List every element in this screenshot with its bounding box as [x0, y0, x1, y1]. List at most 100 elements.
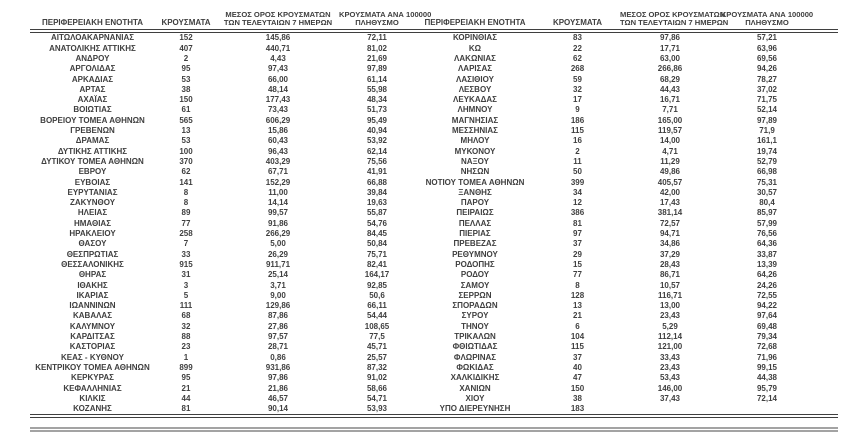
- region-cell: ΞΑΝΘΗΣ: [458, 187, 492, 197]
- cases-cell: 61: [181, 105, 191, 115]
- avg-7day-cell: 97,86: [267, 373, 289, 383]
- per-100k-cell: 97,89: [366, 64, 388, 74]
- per-100k-cell: 99,15: [756, 362, 778, 372]
- table-row: ΚΟΖΑΝΗΣ 81 90,14 53,93 ΥΠΟ ΔΙΕΡΕΥΝΗΣΗ 183: [30, 404, 838, 417]
- per-100k-cell: 97,64: [756, 311, 778, 321]
- avg-7day-cell: 23,43: [659, 362, 681, 372]
- region-cell: ΡΟΔΟΥ: [460, 270, 490, 280]
- cases-cell: 915: [179, 259, 193, 269]
- region-cell: ΚΟΖΑΝΗΣ: [73, 404, 112, 414]
- region-cell: ΚΑΡΔΙΤΣΑΣ: [70, 332, 115, 342]
- cases-cell: 40: [573, 362, 582, 372]
- avg-7day-cell: 17,43: [659, 198, 681, 208]
- table-row: ΑΝΔΡΟΥ 2 4,43 21,69 ΛΑΚΩΝΙΑΣ 62 63,00 69,56: [30, 54, 838, 64]
- bottom-rule: [30, 427, 838, 433]
- region-cell: ΣΑΜΟΥ: [460, 280, 490, 290]
- table-row: ΒΟΙΩΤΙΑΣ 61 73,43 51,73 ΛΗΜΝΟΥ 9 7,71 52,14: [30, 105, 838, 115]
- region-cell: ΑΡΤΑΣ: [79, 84, 106, 94]
- cases-cell: 62: [181, 167, 191, 177]
- region-cell: ΛΑΣΙΘΙΟΥ: [456, 74, 494, 84]
- avg-7day-cell: 11,00: [268, 187, 288, 197]
- cases-cell: 59: [573, 74, 582, 84]
- table-row: ΑΡΓΟΛΙΔΑΣ 95 97,43 97,89 ΛΑΡΙΣΑΣ 268 266,86 94,…: [30, 64, 838, 74]
- cases-cell: 62: [573, 54, 582, 63]
- avg-7day-cell: 90,14: [267, 404, 289, 414]
- per-100k-cell: 94,22: [756, 301, 778, 311]
- avg-7day-cell: 129,86: [265, 301, 291, 311]
- per-100k-cell: 71,75: [756, 95, 778, 105]
- per-100k-cell: 81,02: [366, 43, 388, 53]
- cases-cell: 68: [181, 311, 191, 321]
- avg-7day-cell: 73,43: [267, 105, 289, 115]
- cases-cell: 21: [181, 383, 191, 393]
- cases-cell: 97: [573, 229, 582, 239]
- avg-7day-cell: 99,57: [267, 208, 289, 218]
- cases-cell: 38: [573, 393, 582, 403]
- per-100k-cell: 44,38: [756, 373, 778, 383]
- table-row: ΑΧΑΪΑΣ 150 177,43 48,34 ΛΕΥΚΑΔΑΣ 17 16,71 71,75: [30, 95, 838, 105]
- table-row: ΑΝΑΤΟΛΙΚΗΣ ΑΤΤΙΚΗΣ 407 440,71 81,02 ΚΩ 22 17,7…: [30, 44, 838, 54]
- table-row: ΑΡΚΑΔΙΑΣ 53 66,00 61,14 ΛΑΣΙΘΙΟΥ 59 68,29 78,27: [30, 75, 838, 85]
- cases-cell: 38: [181, 84, 191, 94]
- region-cell: ΣΥΡΟΥ: [461, 311, 489, 321]
- table-row: ΓΡΕΒΕΝΩΝ 13 15,86 40,94 ΜΕΣΣΗΝΙΑΣ 115 119,57 71…: [30, 126, 838, 136]
- region-cell: ΛΕΥΚΑΔΑΣ: [453, 95, 497, 105]
- per-100k-cell: 161,1: [756, 136, 778, 146]
- table-row: ΕΥΡΥΤΑΝΙΑΣ 8 11,00 39,84 ΞΑΝΘΗΣ 34 42,00 30,57: [30, 188, 838, 198]
- region-cell: ΚΑΒΑΛΑΣ: [72, 311, 113, 321]
- column-header-per100k-line1: ΚΡΟΥΣΜΑΤΑ ΑΝΑ 100000: [720, 10, 814, 19]
- region-cell: ΕΥΒΟΙΑΣ: [74, 177, 111, 187]
- table-row: ΚΑΛΥΜΝΟΥ 32 27,86 108,65 ΤΗΝΟΥ 6 5,29 69,48: [30, 322, 838, 332]
- region-cell: ΠΕΙΡΑΙΩΣ: [456, 208, 494, 218]
- avg-7day-cell: 14,14: [267, 198, 289, 208]
- region-cell: ΧΙΟΥ: [465, 393, 485, 403]
- cases-cell: 34: [573, 187, 582, 197]
- column-header-per100k-right: ΚΡΟΥΣΜΑΤΑ ΑΝΑ 100000 ΠΛΗΘΥΣΜΟ: [720, 10, 838, 31]
- table-row: ΔΥΤΙΚΟΥ ΤΟΜΕΑ ΑΘΗΝΩΝ 370 403,29 75,56 ΝΑΞΟΥ 1…: [30, 157, 838, 167]
- region-cell: ΗΡΑΚΛΕΙΟΥ: [69, 229, 116, 239]
- table-row: ΚΕΡΚΥΡΑΣ 95 97,86 91,02 ΧΑΛΚΙΔΙΚΗΣ 47 53,43 44,…: [30, 373, 838, 383]
- per-100k-cell: 19,74: [756, 146, 778, 156]
- table-row: ΔΥΤΙΚΗΣ ΑΤΤΙΚΗΣ 100 96,43 62,14 ΜΥΚΟΝΟΥ 2 4,71…: [30, 147, 838, 157]
- per-100k-cell: 48,34: [366, 95, 388, 105]
- table-row: ΑΙΤΩΛΟΑΚΑΡΝΑΝΙΑΣ 152 145,86 72,11 ΚΟΡΙΝΘΙΑΣ 8…: [30, 31, 838, 43]
- region-cell: ΒΟΡΕΙΟΥ ΤΟΜΕΑ ΑΘΗΝΩΝ: [40, 115, 145, 125]
- region-cell: ΘΑΣΟΥ: [78, 239, 107, 249]
- column-header-avg7-line2: ΤΩΝ ΤΕΛΕΥΤΑΙΩΝ 7 ΗΜΕΡΩΝ: [223, 18, 333, 28]
- per-100k-cell: 37,02: [756, 84, 778, 94]
- per-100k-cell: 72,14: [756, 393, 778, 403]
- region-cell: ΧΑΛΚΙΔΙΚΗΣ: [450, 373, 500, 383]
- avg-7day-cell: 28,43: [659, 259, 681, 269]
- region-cell: ΜΗΛΟΥ: [460, 136, 490, 146]
- table-row: ΙΘΑΚΗΣ 3 3,71 92,85 ΣΑΜΟΥ 8 10,57 24,26: [30, 281, 838, 291]
- cases-cell: 141: [179, 177, 193, 187]
- cases-cell: 83: [573, 33, 582, 43]
- per-100k-cell: 53,92: [366, 136, 388, 146]
- table-row: ΔΡΑΜΑΣ 53 60,43 53,92 ΜΗΛΟΥ 16 14,00 161,1: [30, 136, 838, 146]
- avg-7day-cell: 46,57: [267, 393, 289, 403]
- avg-7day-cell: 14,00: [659, 136, 681, 146]
- cases-cell: 15: [573, 259, 582, 269]
- region-cell: ΑΝΑΤΟΛΙΚΗΣ ΑΤΤΙΚΗΣ: [49, 43, 136, 53]
- region-cell: ΑΝΔΡΟΥ: [75, 54, 110, 63]
- avg-7day-cell: [620, 404, 720, 416]
- per-100k-cell: 91,02: [366, 373, 388, 383]
- avg-7day-cell: 381,14: [657, 208, 683, 218]
- cases-cell: 386: [570, 208, 585, 218]
- avg-7day-cell: 87,86: [267, 311, 289, 321]
- per-100k-cell: 72,68: [756, 342, 778, 352]
- cases-cell: 9: [575, 105, 580, 115]
- table-row: ΘΕΣΠΡΩΤΙΑΣ 33 26,29 75,71 ΡΕΘΥΜΝΟΥ 29 37,29 33,…: [30, 250, 838, 260]
- avg-7day-cell: 33,43: [659, 352, 681, 362]
- avg-7day-cell: 44,43: [659, 84, 681, 94]
- column-header-region-left: ΠΕΡΙΦΕΡΕΙΑΚΗ ΕΝΟΤΗΤΑ: [41, 18, 144, 28]
- avg-7day-cell: 7,71: [662, 105, 678, 115]
- cases-cell: 37: [573, 239, 582, 249]
- avg-7day-cell: 37,29: [659, 249, 681, 259]
- cases-cell: 47: [573, 373, 582, 383]
- table-row: ΘΕΣΣΑΛΟΝΙΚΗΣ 915 911,71 82,41 ΡΟΔΟΠΗΣ 15 28,43…: [30, 260, 838, 270]
- avg-7day-cell: 49,86: [659, 167, 681, 177]
- avg-7day-cell: 266,29: [265, 229, 291, 239]
- avg-7day-cell: 4,71: [662, 146, 678, 156]
- cases-cell: 81: [573, 218, 582, 228]
